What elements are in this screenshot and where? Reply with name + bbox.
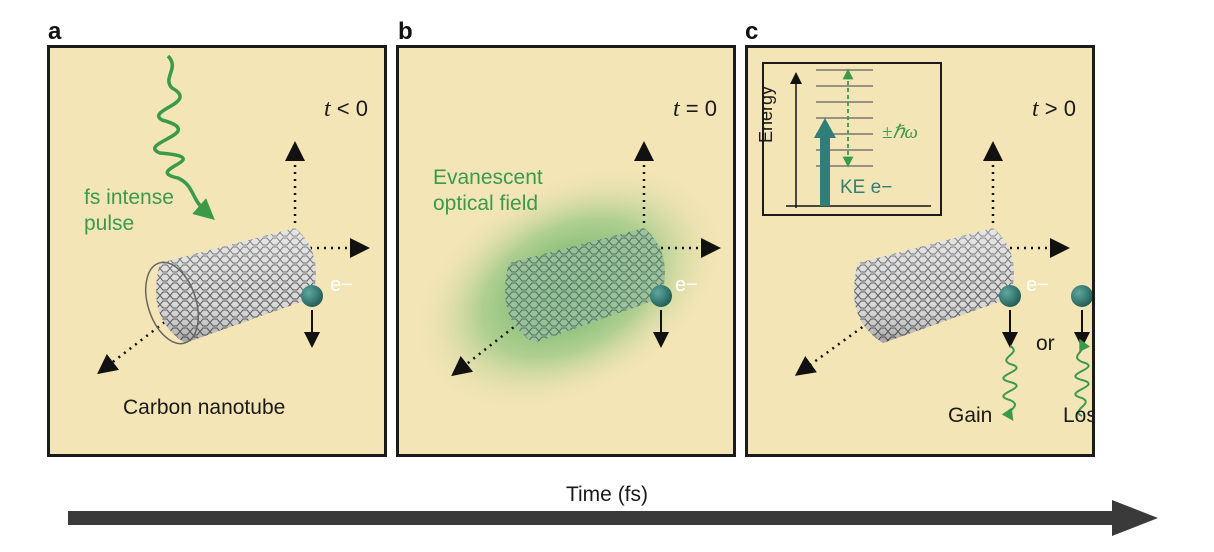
tube-label: Carbon nanotube (123, 396, 286, 419)
panel-c-letter: c (745, 18, 759, 45)
loss-photon-wave (1074, 338, 1091, 417)
panel-b: t = 0 Evanescent optical field e− (396, 45, 736, 457)
electron-label: e− (330, 274, 353, 296)
gain-electron-ball (999, 285, 1021, 307)
carbon-nanotube (504, 228, 665, 343)
panel-c-illustration (762, 62, 1092, 421)
electron-ball (650, 285, 672, 307)
carbon-nanotube (144, 228, 316, 345)
energy-inset (762, 62, 942, 216)
panel-c: t > 0 Energy ±ℏω KE e− e− e− or Gain Los… (745, 45, 1095, 457)
panel-a-illustration (97, 54, 370, 375)
time-axis-label: Time (fs) (565, 483, 649, 506)
fs-pulse-wave (153, 54, 215, 220)
energy-axis-label: Energy (756, 85, 776, 143)
quantum-label: ±ℏω (882, 122, 918, 143)
z-axis (794, 321, 869, 376)
gain-photon-wave (1001, 345, 1018, 421)
z-axis (97, 317, 171, 375)
ke-label: KE e− (840, 177, 893, 198)
loss-electron-ball (1071, 285, 1092, 307)
time-condition: t < 0 (324, 96, 368, 122)
panel-b-letter: b (398, 18, 413, 45)
gain-electron-label: e− (1026, 274, 1049, 296)
time-condition: t = 0 (673, 96, 717, 122)
z-axis (451, 322, 520, 377)
pulse-label: fs intense pulse (84, 186, 174, 235)
field-label: Evanescent optical field (433, 166, 543, 215)
loss-label: Loss (1063, 404, 1092, 427)
or-label: or (1036, 332, 1055, 355)
panel-a: t < 0 fs intense pulse e− Carbon nanotube (47, 45, 387, 457)
gain-label: Gain (948, 404, 993, 427)
carbon-nanotube (853, 228, 1014, 343)
panel-b-illustration (410, 141, 728, 414)
panel-a-letter: a (48, 18, 62, 45)
electron-ball (301, 285, 323, 307)
time-condition: t > 0 (1032, 96, 1076, 122)
electron-label: e− (675, 274, 698, 296)
